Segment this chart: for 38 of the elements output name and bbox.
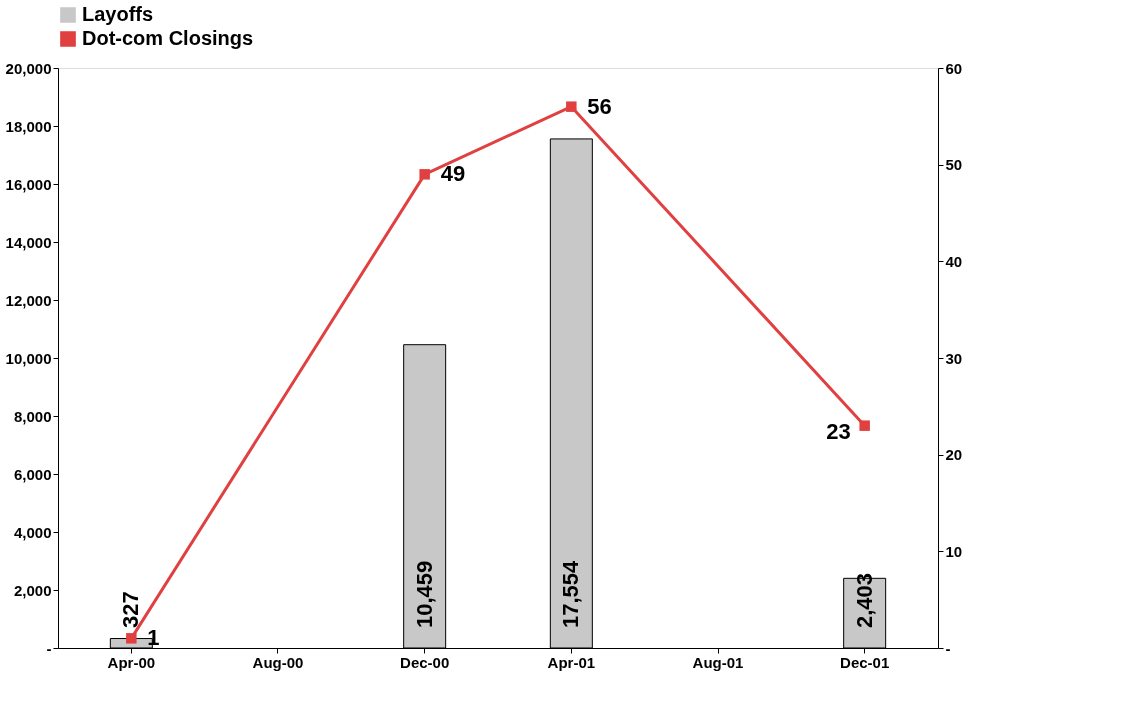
y-tick-label: 18,000 bbox=[5, 117, 52, 135]
data-label: 23 bbox=[826, 418, 851, 444]
y-tick-label: 12,000 bbox=[5, 291, 52, 309]
x-tick-label: Aug-00 bbox=[252, 653, 304, 671]
data-label: 327 bbox=[118, 591, 144, 628]
x-tick-label: Dec-01 bbox=[840, 653, 890, 671]
y2-tick-label: 50 bbox=[945, 156, 963, 174]
y-tick-label: 20,000 bbox=[5, 59, 52, 77]
data-label: 49 bbox=[440, 161, 466, 187]
point bbox=[566, 101, 577, 112]
y-tick-label: 4,000 bbox=[13, 523, 52, 541]
point bbox=[419, 169, 430, 180]
data-label: 10,459 bbox=[411, 560, 437, 628]
y-tick-label: 14,000 bbox=[5, 233, 52, 251]
y-tick-label: 16,000 bbox=[5, 175, 52, 193]
y-tick-label: 8,000 bbox=[13, 407, 52, 425]
x-tick-label: Dec-00 bbox=[400, 653, 450, 671]
point bbox=[859, 420, 870, 431]
legend-label: Layoffs bbox=[82, 3, 154, 25]
y-tick-label: 10,000 bbox=[5, 349, 52, 367]
y2-tick-label: 60 bbox=[945, 59, 963, 77]
point bbox=[126, 633, 137, 644]
y-tick-label: - bbox=[46, 639, 52, 657]
data-label: 2,403 bbox=[851, 572, 877, 628]
x-tick-label: Aug-01 bbox=[692, 653, 744, 671]
y2-tick-label: 40 bbox=[945, 252, 963, 270]
legend-label: Dot-com Closings bbox=[82, 27, 254, 49]
data-label: 56 bbox=[587, 93, 612, 119]
data-label: 17,554 bbox=[558, 559, 584, 628]
y2-tick-label: 20 bbox=[945, 446, 963, 464]
y-tick-label: 2,000 bbox=[13, 581, 52, 599]
y2-tick-label: 10 bbox=[945, 542, 963, 560]
x-tick-label: Apr-00 bbox=[107, 653, 156, 671]
data-label: 1 bbox=[147, 625, 160, 651]
y2-tick-label: - bbox=[945, 639, 951, 657]
y2-tick-label: 30 bbox=[945, 349, 963, 367]
y-tick-label: 6,000 bbox=[13, 465, 52, 483]
x-tick-label: Apr-01 bbox=[547, 653, 596, 671]
